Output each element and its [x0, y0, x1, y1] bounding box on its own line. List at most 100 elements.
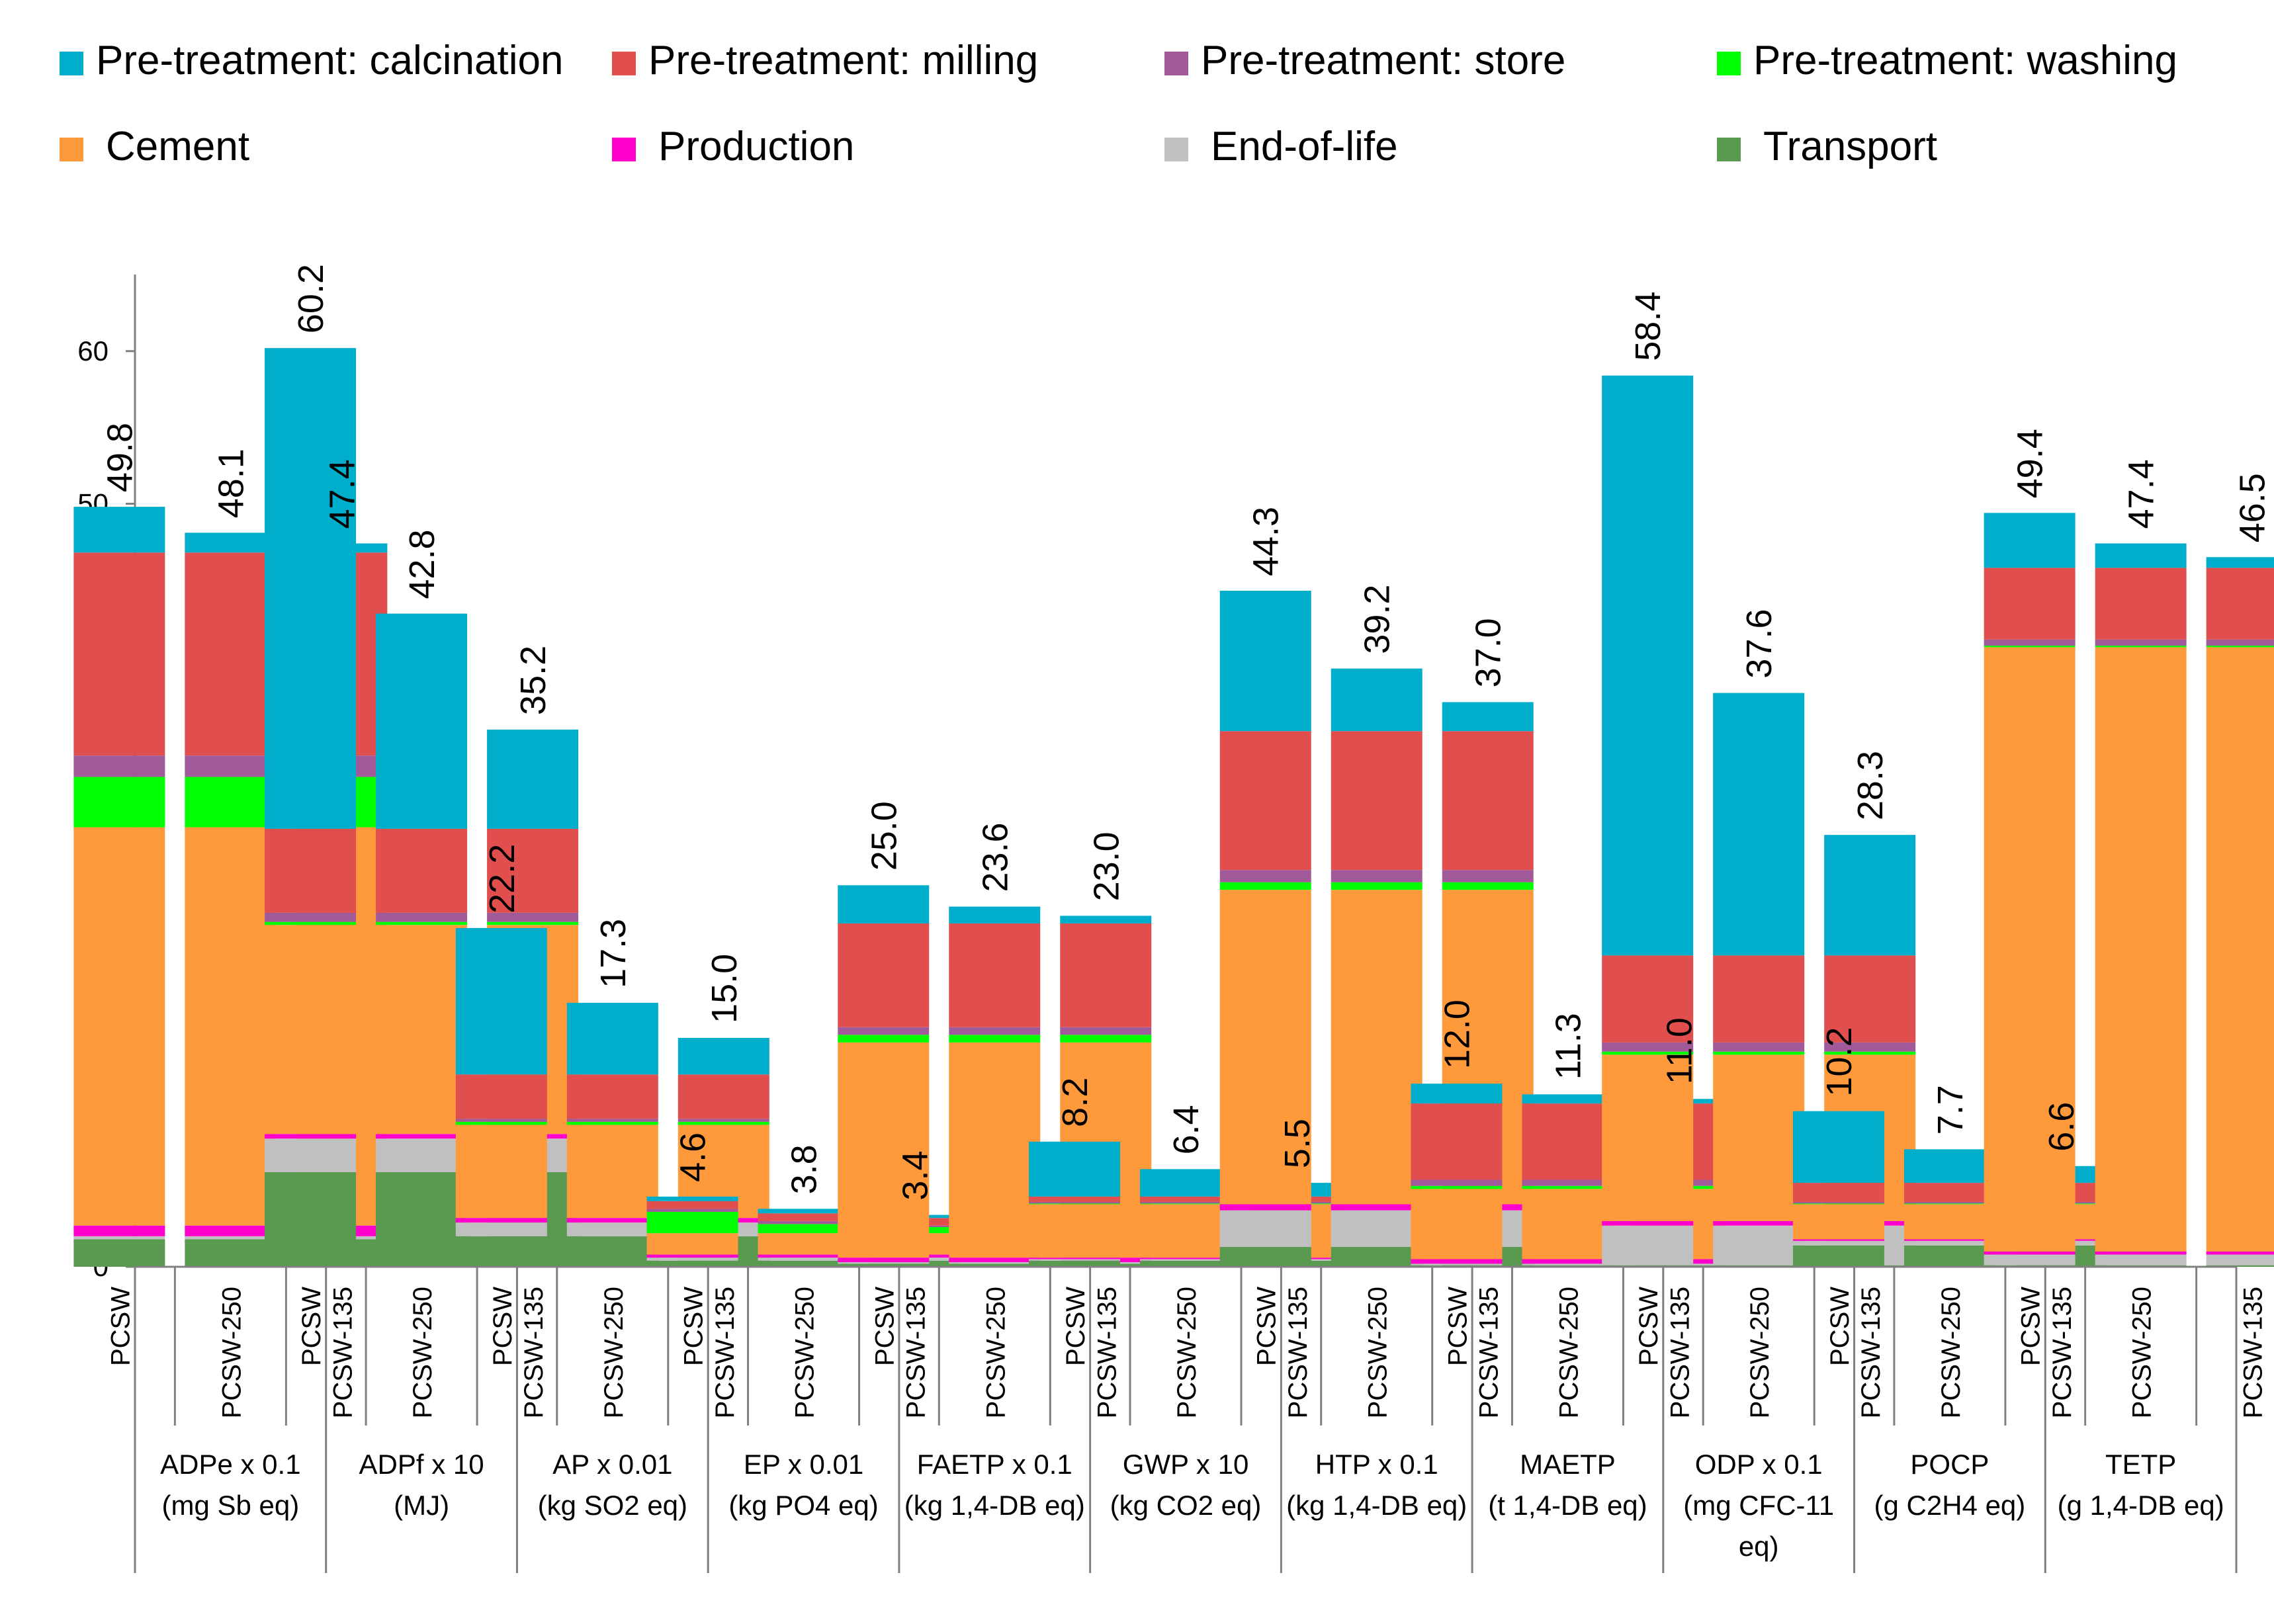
bar-total-label: 10.2	[1819, 1027, 1859, 1097]
segment-pre-treatment-store	[455, 1119, 547, 1122]
segment-pre-treatment-store	[1219, 870, 1311, 882]
x-category-label: PCSW-135	[711, 1287, 740, 1418]
segment-end-of-life	[73, 1236, 165, 1240]
x-category-label: PCSW	[106, 1287, 135, 1366]
x-group-label: (t 1,4-DB eq)	[1488, 1490, 1647, 1521]
segment-pre-treatment-store	[185, 755, 277, 777]
x-category-label: PCSW	[679, 1287, 709, 1366]
segment-pre-treatment-store	[1713, 1042, 1805, 1052]
segment-pre-treatment-washing	[376, 921, 468, 925]
segment-pre-treatment-calcination	[758, 1209, 850, 1214]
bar-total-label: 7.7	[1931, 1085, 1970, 1134]
segment-end-of-life	[1331, 1210, 1422, 1248]
segment-pre-treatment-washing	[838, 1035, 930, 1043]
segment-pre-treatment-milling	[1442, 731, 1534, 871]
segment-pre-treatment-store	[1060, 1027, 1152, 1035]
segment-end-of-life	[1984, 1254, 2076, 1265]
x-group-label: MAETP	[1520, 1449, 1616, 1480]
legend-item-pre-treatment-washing: Pre-treatment: washing	[1717, 38, 2177, 83]
x-axis: PCSW PCSW-250 PCSW-135 ADPe x 0.1 (mg Sb eq)…	[106, 1265, 2268, 1573]
segment-cement	[1903, 1204, 1995, 1240]
segment-pre-treatment-store	[1903, 1201, 1995, 1204]
bar-total-label: 23.0	[1086, 832, 1126, 901]
bar-odp-x-0-1-pcsw-250	[1713, 693, 1805, 1267]
x-category-label: PCSW-135	[902, 1287, 931, 1418]
segment-pre-treatment-calcination	[265, 348, 357, 829]
segment-pre-treatment-calcination	[949, 906, 1041, 923]
segment-pre-treatment-milling	[566, 1074, 658, 1119]
segment-pre-treatment-washing	[1903, 1203, 1995, 1205]
bar-ep-x-0-01-pcsw-250	[758, 1209, 850, 1267]
segment-pre-treatment-calcination	[455, 927, 547, 1075]
x-category-label: PCSW-135	[1092, 1287, 1121, 1418]
x-category-label: PCSW-135	[2239, 1287, 2268, 1418]
segment-transport	[1029, 1260, 1120, 1267]
bar-total-label: 49.8	[100, 423, 140, 492]
segment-pre-treatment-milling	[949, 923, 1041, 1027]
segment-end-of-life	[2095, 1254, 2187, 1265]
x-group-label: (g C2H4 eq)	[1874, 1490, 2026, 1521]
x-group-label: (kg SO2 eq)	[538, 1490, 687, 1521]
bar-total-label: 6.4	[1166, 1105, 1206, 1154]
x-group-label: EP x 0.01	[744, 1449, 863, 1480]
segment-pre-treatment-washing	[1824, 1051, 1916, 1055]
segment-pre-treatment-washing	[646, 1211, 738, 1234]
segment-production	[376, 1134, 468, 1139]
segment-pre-treatment-calcination	[2095, 543, 2187, 568]
segment-pre-treatment-calcination	[1792, 1111, 1884, 1183]
segment-pre-treatment-store	[949, 1027, 1041, 1035]
segment-pre-treatment-milling	[758, 1213, 850, 1221]
segment-cement	[1140, 1204, 1231, 1258]
segment-end-of-life	[1522, 1263, 1614, 1265]
legend-item-production: Production	[612, 124, 854, 169]
bar-total-label: 25.0	[864, 801, 904, 871]
segment-pre-treatment-milling	[646, 1201, 738, 1209]
legend-item-pre-treatment-store: Pre-treatment: store	[1164, 38, 1565, 83]
segment-cement	[758, 1233, 850, 1255]
x-group-label: ADPe x 0.1	[160, 1449, 300, 1480]
segment-pre-treatment-washing	[1442, 882, 1534, 890]
segment-cement	[265, 925, 357, 1134]
bar-total-label: 42.8	[402, 529, 442, 599]
bar-total-label: 8.2	[1055, 1078, 1095, 1127]
segment-pre-treatment-calcination	[1713, 693, 1805, 956]
segment-pre-treatment-calcination	[1442, 702, 1534, 732]
segment-pre-treatment-calcination	[1824, 835, 1916, 956]
x-group-label: ADPf x 10	[359, 1449, 484, 1480]
segment-end-of-life	[185, 1236, 277, 1240]
segment-transport	[1792, 1245, 1884, 1267]
segment-production	[1219, 1204, 1311, 1211]
bar-ap-x-0-01-pcsw-250	[566, 1002, 658, 1267]
segment-pre-treatment-store	[2095, 639, 2187, 646]
x-category-label: PCSW	[1061, 1287, 1090, 1366]
legend-swatch-pre-treatment-store	[1164, 52, 1188, 75]
bar-faetp-x-0-1-pcsw-250	[949, 906, 1041, 1267]
bar-maetp-pcsw-250	[1522, 1094, 1614, 1267]
segment-pre-treatment-store	[1824, 1042, 1916, 1052]
x-category-label: PCSW-250	[217, 1287, 246, 1418]
segment-pre-treatment-calcination	[1140, 1169, 1231, 1197]
segment-pre-treatment-milling	[1060, 923, 1152, 1027]
legend: Pre-treatment: calcination Pre-treatment:…	[60, 38, 2177, 169]
segment-transport	[566, 1236, 658, 1267]
segment-pre-treatment-calcination	[1411, 1084, 1503, 1104]
segment-cement	[949, 1042, 1041, 1258]
bar-total-label: 35.2	[513, 646, 553, 715]
segment-end-of-life	[1219, 1210, 1311, 1248]
segment-pre-treatment-milling	[185, 552, 277, 756]
x-category-label: PCSW-250	[1364, 1287, 1393, 1418]
bar-total-label: 28.3	[1851, 751, 1890, 820]
bar-total-label: 39.2	[1358, 585, 1397, 654]
x-category-label: PCSW-250	[599, 1287, 629, 1418]
bar-tetp-pcsw-250	[2095, 543, 2187, 1267]
segment-pre-treatment-milling	[838, 923, 930, 1027]
segment-pre-treatment-milling	[2206, 568, 2274, 640]
segment-pre-treatment-store	[1984, 639, 2076, 646]
segment-cement	[1331, 890, 1422, 1205]
legend-item-pre-treatment-milling: Pre-treatment: milling	[612, 38, 1038, 83]
segment-pre-treatment-calcination	[185, 533, 277, 553]
bar-pocp-pcsw-250	[1903, 1149, 1995, 1267]
segment-end-of-life	[566, 1222, 658, 1236]
legend-label-pre-treatment-store: Pre-treatment: store	[1201, 38, 1565, 83]
segment-pre-treatment-store	[2206, 639, 2274, 646]
